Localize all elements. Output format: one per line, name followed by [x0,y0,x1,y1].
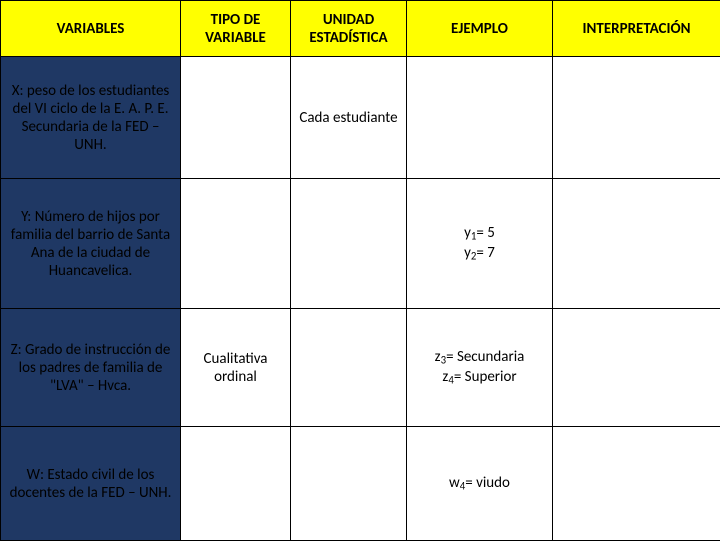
row-variable-x: X: peso de los estudiantes del VI ciclo … [1,57,181,179]
col-header-variables: VARIABLES [1,1,181,57]
cell-ejemplo: y1= 5y2= 7 [407,179,553,309]
row-variable-w: W: Estado civil de los docentes de la FE… [1,427,181,541]
cell-interp [553,179,720,309]
col-header-tipo: TIPO DE VARIABLE [181,1,291,57]
cell-interp [553,427,720,541]
table-row: Y: Número de hijos por familia del barri… [1,179,720,309]
row-variable-y: Y: Número de hijos por familia del barri… [1,179,181,309]
cell-interp [553,57,720,179]
cell-unidad: Cada estudiante [291,57,407,179]
row-variable-z: Z: Grado de instrucción de los padres de… [1,309,181,427]
cell-ejemplo: z3= Secundariaz4= Superior [407,309,553,427]
cell-unidad [291,309,407,427]
cell-tipo: Cualitativa ordinal [181,309,291,427]
table-row: Z: Grado de instrucción de los padres de… [1,309,720,427]
cell-ejemplo: w4= viudo [407,427,553,541]
cell-unidad [291,179,407,309]
variables-table: VARIABLES TIPO DE VARIABLE UNIDAD ESTADÍ… [0,0,720,541]
cell-tipo [181,179,291,309]
col-header-ejemplo: EJEMPLO [407,1,553,57]
table-row: X: peso de los estudiantes del VI ciclo … [1,57,720,179]
table-header-row: VARIABLES TIPO DE VARIABLE UNIDAD ESTADÍ… [1,1,720,57]
col-header-unidad: UNIDAD ESTADÍSTICA [291,1,407,57]
cell-unidad [291,427,407,541]
table-row: W: Estado civil de los docentes de la FE… [1,427,720,541]
cell-interp [553,309,720,427]
cell-tipo [181,57,291,179]
cell-tipo [181,427,291,541]
col-header-interp: INTERPRETACIÓN [553,1,720,57]
cell-ejemplo [407,57,553,179]
